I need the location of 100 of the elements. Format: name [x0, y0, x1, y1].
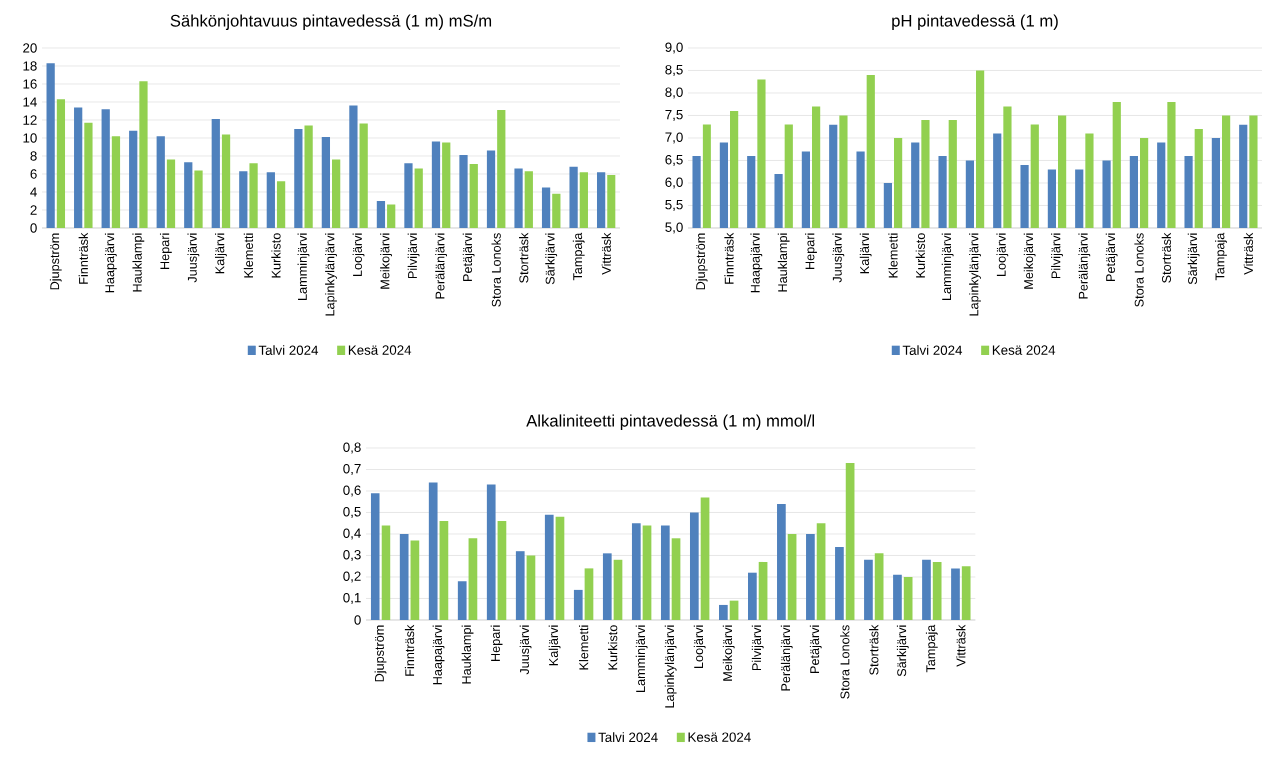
y-tick-label: 16	[23, 79, 37, 89]
y-tick-label: 0,6	[343, 485, 361, 497]
legend-label: Talvi 2024	[598, 732, 658, 743]
y-tick-label: 6,5	[665, 154, 683, 167]
bar	[642, 525, 652, 620]
x-tick-label: Stora Lonoks	[840, 625, 850, 699]
x-tick-label: Perälänjärvi	[435, 233, 448, 299]
x-tick-label: Loojärvi	[352, 233, 365, 277]
x-tick-label: Vitträsk	[601, 232, 611, 275]
bar	[321, 137, 331, 228]
x-tick-label: Särkijärvi	[1187, 233, 1200, 285]
x-tick-label: Lamminjärvi	[941, 233, 954, 300]
bar	[607, 174, 616, 228]
x-tick-label: Haapajärvi	[432, 625, 445, 685]
y-tick-label: 14	[23, 97, 37, 107]
x-tick-label: Tampaja	[925, 624, 938, 673]
y-tick-label: 9,0	[665, 42, 683, 54]
y-tick-label: 7,0	[665, 132, 683, 144]
x-tick-label: Klemetti	[888, 233, 898, 278]
y-tick-label: 5,5	[665, 200, 683, 211]
y-tick-label: 10	[23, 133, 37, 143]
bar	[459, 155, 468, 228]
y-tick-label: 12	[23, 115, 37, 125]
bar	[111, 136, 121, 228]
x-tick-label: Hepari	[159, 233, 172, 269]
x-tick-label: Storträsk	[1161, 232, 1171, 283]
bar	[129, 130, 138, 228]
chart-title: Alkaliniteetti pintavedessä (1 m) mmol/l	[526, 414, 815, 430]
legend-label: Talvi 2024	[258, 345, 319, 355]
x-tick-label: Storträsk	[869, 624, 879, 675]
bar	[631, 523, 641, 620]
y-tick-label: 4	[30, 187, 37, 197]
bar	[486, 150, 496, 228]
x-tick-label: Kaljärvi	[859, 233, 872, 274]
x-tick-label: Juusjärvi	[832, 233, 845, 283]
bar	[139, 81, 148, 228]
bar	[596, 172, 606, 228]
legend-label: Kesä 2024	[992, 345, 1056, 355]
x-tick-label: Finnträsk	[78, 232, 88, 284]
bar	[777, 503, 786, 620]
y-tick-label: 8,5	[665, 64, 683, 77]
bar	[431, 141, 441, 228]
x-tick-label: Petäjärvi	[462, 233, 475, 281]
x-tick-label: Meikojärvi	[722, 625, 735, 681]
y-tick-label: 8	[30, 151, 37, 161]
bar	[276, 181, 286, 228]
bar	[748, 572, 757, 620]
x-tick-label: Hauklampi	[461, 625, 474, 684]
x-tick-label: Tampaja	[1215, 232, 1227, 281]
bar	[816, 523, 826, 620]
legend-label: Kesä 2024	[348, 345, 412, 355]
y-tick-label: 5,0	[665, 222, 683, 234]
bar	[166, 159, 176, 228]
y-tick-label: 0	[30, 223, 37, 233]
bar	[304, 125, 313, 228]
bar	[332, 159, 341, 228]
bar	[806, 534, 815, 620]
x-tick-label: Klemetti	[578, 625, 589, 670]
x-tick-label: Vitträsk	[956, 624, 966, 667]
x-tick-label: Haapajärvi	[104, 233, 117, 293]
y-tick-label: 7,5	[665, 110, 683, 121]
bar	[239, 171, 248, 228]
bar	[497, 110, 506, 228]
bar	[266, 172, 275, 228]
bar	[468, 538, 478, 620]
bar	[359, 123, 368, 228]
x-tick-label: Hauklampi	[132, 233, 145, 292]
bar	[874, 553, 884, 620]
x-tick-label: Lapinkylänjärvi	[664, 625, 677, 708]
bar	[184, 162, 193, 228]
y-tick-label: 0,8	[343, 442, 361, 454]
bar	[56, 99, 66, 228]
x-tick-label: Juusjärvi	[519, 625, 532, 675]
y-tick-label: 0,4	[343, 528, 361, 540]
bar	[893, 574, 902, 620]
bar	[541, 187, 551, 228]
y-tick-label: 2	[30, 205, 37, 215]
x-tick-label: Petäjärvi	[1105, 233, 1118, 281]
y-tick-label: 6,0	[665, 177, 683, 189]
bar	[515, 551, 525, 620]
x-tick-label: Loojärvi	[996, 233, 1009, 277]
x-tick-label: Pilvijärvi	[1051, 233, 1063, 279]
bar	[961, 566, 971, 620]
x-tick-label: Djupström	[374, 625, 387, 682]
legend-label: Kesä 2024	[688, 732, 751, 742]
bar	[671, 538, 681, 620]
bar	[932, 561, 942, 620]
y-tick-label: 20	[23, 43, 37, 53]
bar	[457, 581, 467, 620]
bar	[613, 559, 623, 620]
bar	[469, 164, 478, 228]
y-tick-label: 0,2	[343, 571, 361, 583]
bar	[555, 516, 565, 620]
x-tick-label: Hepari	[805, 233, 817, 269]
y-tick-label: 0,7	[343, 463, 361, 476]
y-tick-label: 0,1	[343, 592, 361, 605]
x-tick-label: Lapinkylänjärvi	[969, 233, 981, 316]
x-tick-label: Lamminjärvi	[635, 625, 648, 692]
x-tick-label: Storträsk	[519, 232, 529, 283]
bar	[544, 514, 554, 620]
